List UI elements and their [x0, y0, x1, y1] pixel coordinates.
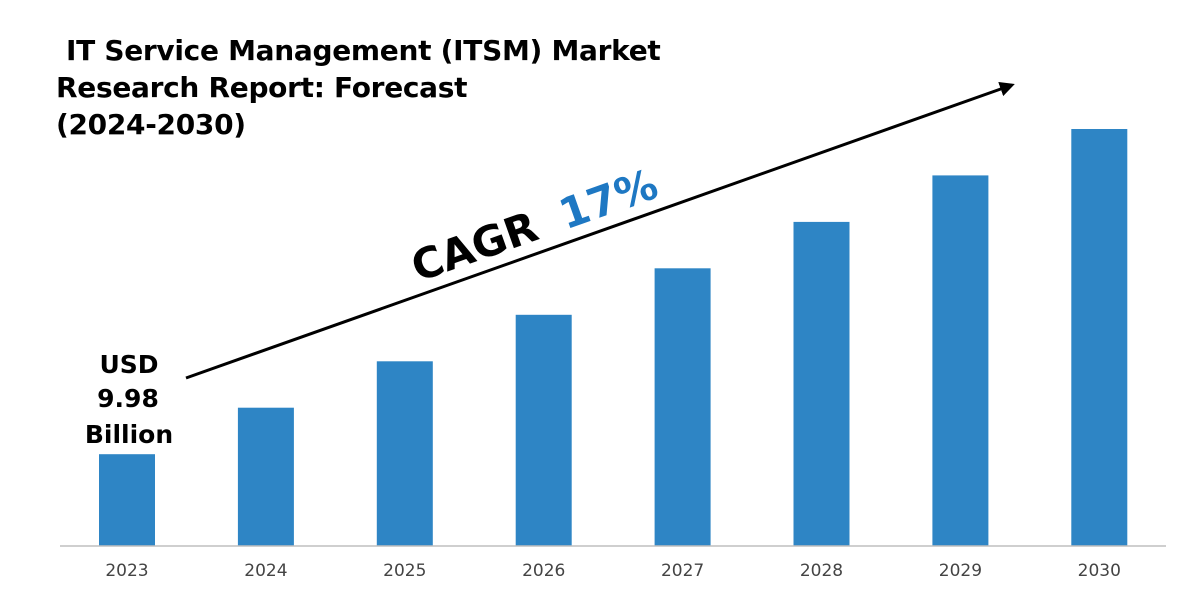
start-value-label-line-1: USD: [99, 350, 158, 379]
x-tick-label-2029: 2029: [939, 561, 982, 581]
bar-2027: [654, 268, 711, 546]
bar-2023: [99, 454, 155, 546]
x-tick-label-2030: 2030: [1078, 561, 1121, 581]
start-value-label-line-3: Billion: [85, 420, 173, 449]
x-tick-label-2026: 2026: [522, 561, 565, 581]
bar-series: [99, 129, 1128, 546]
chart-title-line-2: Research Report: Forecast: [56, 71, 467, 104]
chart-title-line-3: (2024-2030): [56, 108, 246, 141]
bar-2026: [515, 314, 572, 546]
cagr-label: CAGR: [405, 202, 544, 292]
bar-2030: [1071, 129, 1128, 546]
bar-2028: [793, 221, 850, 546]
bar-2025: [376, 361, 433, 546]
start-value-label-line-2: 9.98: [97, 384, 159, 413]
x-tick-label-2025: 2025: [383, 561, 426, 581]
bar-2024: [237, 407, 294, 546]
bar-2029: [932, 175, 989, 546]
x-tick-label-2028: 2028: [800, 561, 843, 581]
cagr-annotation: CAGR 17%: [405, 159, 664, 291]
x-axis-tick-labels: 2023 2024 2025 2026 2027 2028 2029 2030: [105, 561, 1121, 581]
chart-title-line-1: IT Service Management (ITSM) Market: [66, 34, 660, 67]
x-tick-label-2023: 2023: [105, 561, 148, 581]
trend-arrow: [185, 81, 1015, 380]
x-tick-label-2027: 2027: [661, 561, 704, 581]
x-tick-label-2024: 2024: [244, 561, 287, 581]
